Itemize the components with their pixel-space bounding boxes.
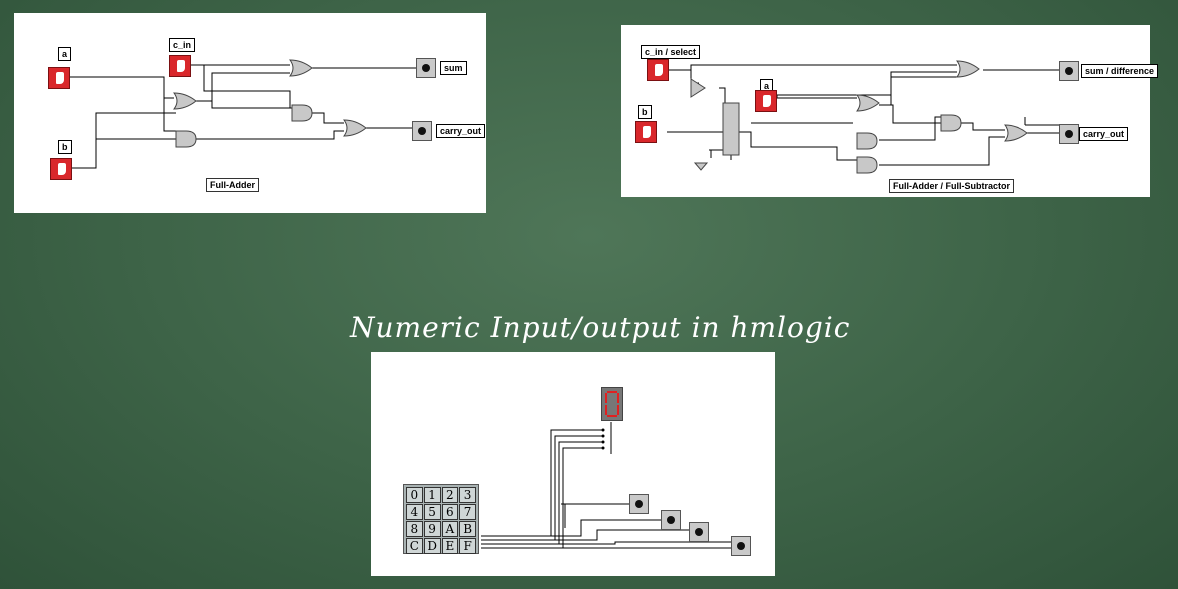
switch-c-in[interactable] <box>169 55 191 77</box>
led-output-4 <box>731 536 751 556</box>
led-carry-out <box>1059 124 1079 144</box>
ground-symbol <box>693 162 709 171</box>
led-output-1 <box>629 494 649 514</box>
input-label-a: a <box>760 79 774 93</box>
numeric-io-panel: 0 1 2 3 4 5 6 7 8 9 A B C D E F <box>371 352 775 576</box>
key-9[interactable]: 9 <box>423 521 441 537</box>
input-label-c-in: c_in <box>169 38 196 52</box>
output-label-sum: sum <box>440 61 467 75</box>
full-adder-subtractor-panel: c_in / select a b sum / difference carry… <box>621 25 1159 197</box>
key-3[interactable]: 3 <box>459 487 476 503</box>
input-label-c-in-select: c_in / select <box>641 45 701 59</box>
circuit-caption: Full-Adder / Full-Subtractor <box>889 179 1014 193</box>
hex-keypad: 0 1 2 3 4 5 6 7 8 9 A B C D E F <box>403 484 479 554</box>
key-2[interactable]: 2 <box>441 487 459 503</box>
key-d[interactable]: D <box>423 538 441 554</box>
and-gate-3 <box>940 114 962 132</box>
key-f[interactable]: F <box>459 538 476 554</box>
switch-b[interactable] <box>635 121 657 143</box>
inverter-gate <box>690 78 706 98</box>
or-gate-1 <box>343 119 367 137</box>
key-4[interactable]: 4 <box>406 504 423 520</box>
led-output-3 <box>689 522 709 542</box>
xor-gate-1 <box>856 94 880 112</box>
led-output-2 <box>661 510 681 530</box>
switch-a[interactable] <box>48 67 70 89</box>
key-0[interactable]: 0 <box>406 487 423 503</box>
full-adder-panel: a c_in b sum carry_out Full-Adder <box>14 13 486 213</box>
xor-gate-1 <box>173 92 197 110</box>
led-sum-difference <box>1059 61 1079 81</box>
switch-a[interactable] <box>755 90 777 112</box>
xor-gate-2 <box>289 59 313 77</box>
numeric-io-wiring <box>481 422 731 549</box>
key-1[interactable]: 1 <box>423 487 441 503</box>
full-adder-wiring <box>70 59 416 169</box>
key-8[interactable]: 8 <box>406 521 423 537</box>
led-sum <box>416 58 436 78</box>
switch-c-in-select[interactable] <box>647 59 669 81</box>
key-b[interactable]: B <box>459 521 476 537</box>
and-gate-2 <box>856 156 878 174</box>
output-label-sum-difference: sum / difference <box>1081 64 1159 78</box>
and-gate-1 <box>175 130 197 148</box>
input-label-b: b <box>58 140 72 154</box>
and-gate-2 <box>291 104 313 122</box>
full-adder-subtractor-wiring <box>667 60 1062 174</box>
output-label-carry-out: carry_out <box>436 124 486 138</box>
key-6[interactable]: 6 <box>441 504 459 520</box>
and-gate-1 <box>856 132 878 150</box>
xor-gate-2 <box>956 60 980 78</box>
key-c[interactable]: C <box>406 538 423 554</box>
slide-title: Numeric Input/output in hmlogic <box>350 311 851 344</box>
key-7[interactable]: 7 <box>459 504 476 520</box>
or-gate-1 <box>1004 124 1028 142</box>
input-label-a: a <box>58 47 72 61</box>
led-carry-out <box>412 121 432 141</box>
circuit-caption: Full-Adder <box>206 178 259 192</box>
mux-block <box>722 102 740 156</box>
key-a[interactable]: A <box>441 521 459 537</box>
input-label-b: b <box>638 105 652 119</box>
output-label-carry-out: carry_out <box>1079 127 1129 141</box>
switch-b[interactable] <box>50 158 72 180</box>
seven-segment-display <box>601 387 623 421</box>
key-e[interactable]: E <box>441 538 459 554</box>
key-5[interactable]: 5 <box>423 504 441 520</box>
